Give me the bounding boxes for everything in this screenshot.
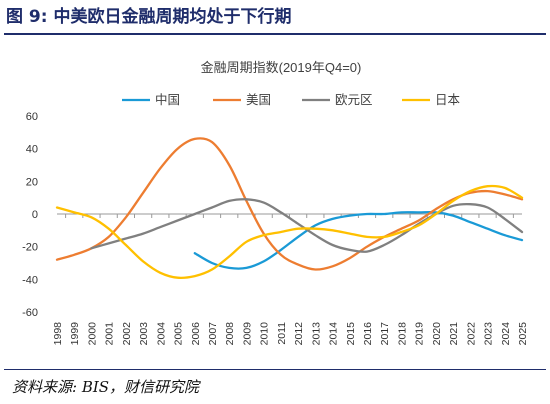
x-tick-label: 2025: [517, 322, 529, 346]
x-tick-label: 2020: [431, 322, 443, 346]
x-tick-label: 2001: [104, 322, 116, 346]
x-tick-label: 2010: [259, 322, 271, 346]
legend-label: 中国: [155, 92, 180, 107]
y-axis: 60 40 20 0 -20 -40 -60: [22, 111, 38, 319]
x-tick-label: 2019: [414, 322, 426, 346]
series-line: [55, 184, 524, 279]
x-tick-label: 2011: [276, 322, 288, 345]
x-tick-label: 2023: [483, 322, 495, 346]
series-layer: [55, 137, 524, 279]
footer-rule: [4, 369, 546, 370]
x-tick-label: 2006: [190, 322, 202, 346]
legend: 中国 美国 欧元区 日本: [122, 92, 461, 107]
series-line: [90, 198, 524, 253]
y-tick-label: 0: [32, 209, 38, 221]
title-rule: [4, 33, 546, 35]
x-tick-label: 2008: [224, 322, 236, 346]
x-tick-label: 2013: [310, 322, 322, 346]
y-tick-label: 40: [26, 144, 38, 156]
figure-title: 图 9: 中美欧日金融周期均处于下行期: [6, 7, 292, 27]
x-tick-label: 2002: [121, 322, 133, 346]
legend-label: 日本: [435, 93, 461, 107]
x-tick-label: 2005: [173, 322, 185, 346]
x-tick-label: 2003: [138, 322, 150, 346]
x-tick-label: 1999: [69, 322, 81, 346]
x-tick-label: 2014: [328, 322, 340, 346]
y-tick-label: -40: [22, 274, 38, 286]
financial-cycle-chart: 金融周期指数(2019年Q4=0) 中国 美国 欧元区 日本 60 40 20 0 -20 -4…: [22, 60, 529, 346]
y-tick-label: -20: [22, 242, 38, 254]
x-tick-label: 2015: [345, 322, 357, 346]
y-tick-label: 60: [26, 111, 38, 123]
legend-label: 美国: [246, 93, 271, 107]
source-note: 资料来源: BIS，财信研究院: [12, 378, 200, 396]
chart-title: 金融周期指数(2019年Q4=0): [201, 60, 362, 75]
x-tick-label: 2016: [362, 322, 374, 346]
x-tick-label: 2022: [465, 322, 477, 346]
series-line: [55, 137, 524, 271]
x-tick-label: 2009: [241, 322, 253, 346]
x-tick-label: 2021: [448, 322, 460, 346]
y-tick-label: -60: [22, 307, 38, 319]
x-tick-label: 2007: [207, 322, 219, 346]
x-tick-label: 1998: [52, 322, 64, 346]
x-tick-label: 2024: [500, 322, 512, 346]
x-tick-label: 2018: [396, 322, 408, 346]
x-tick-label: 2004: [155, 322, 167, 346]
x-axis: 1998 1999 2000 2001 2002 2003 2004 2005 2006 2007…: [52, 213, 529, 346]
y-tick-label: 20: [26, 176, 38, 188]
x-tick-label: 2017: [379, 322, 391, 346]
legend-label: 欧元区: [335, 93, 373, 107]
series-line: [193, 210, 524, 270]
x-tick-label: 2012: [293, 322, 305, 346]
x-tick-label: 2000: [86, 322, 98, 346]
